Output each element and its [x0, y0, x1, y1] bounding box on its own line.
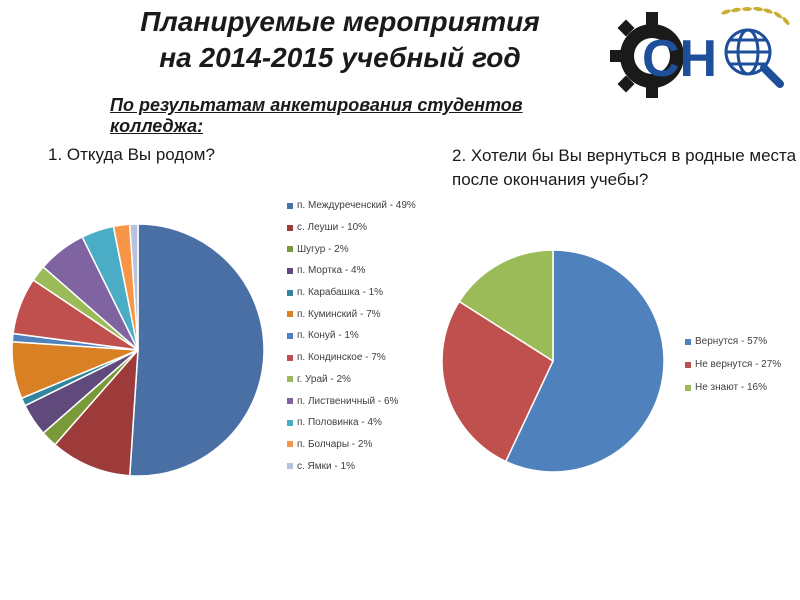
- globe-icon: [724, 28, 772, 76]
- origin-legend-item-8: п. Кондинское - 7%: [287, 347, 416, 369]
- origin-legend-item-3: Шугур - 2%: [287, 238, 416, 260]
- origin-legend-swatch-11: [287, 419, 293, 426]
- origin-legend-item-10: п. Лиственичный - 6%: [287, 390, 416, 412]
- origin-legend-item-6: п. Куминский - 7%: [287, 303, 416, 325]
- return-slice-1: [504, 249, 665, 473]
- origin-legend-label-13: с. Ямки - 1%: [297, 460, 355, 472]
- return-slice-3: [458, 249, 554, 363]
- origin-legend-label-5: п. Карабашка - 1%: [297, 287, 384, 299]
- origin-slice-13: [128, 223, 139, 351]
- origin-legend-label-10: п. Лиственичный - 6%: [297, 395, 399, 407]
- return-legend-label-3: Не знают - 16%: [695, 382, 767, 393]
- origin-legend-label-4: п. Мортка - 4%: [297, 265, 366, 277]
- origin-legend-swatch-10: [287, 398, 293, 405]
- origin-legend-item-7: п. Конуй - 1%: [287, 325, 416, 347]
- origin-slice-1: [128, 223, 265, 477]
- origin-legend-label-11: п. Половинка - 4%: [297, 417, 382, 429]
- return-legend-label-2: Не вернутся - 27%: [695, 359, 782, 370]
- origin-legend-item-13: с. Ямки - 1%: [287, 455, 416, 477]
- return-legend-swatch-1: [685, 338, 691, 345]
- return-legend-swatch-2: [685, 361, 691, 368]
- chart-1-title: 1. Откуда Вы родом?: [48, 145, 215, 164]
- origin-legend-item-4: п. Мортка - 4%: [287, 260, 416, 282]
- return-legend-item-2: Не вернутся - 27%: [685, 353, 781, 376]
- origin-legend-item-12: п. Болчары - 2%: [287, 434, 416, 456]
- gear-icon: [610, 12, 684, 98]
- origin-legend-label-2: с. Леуши - 10%: [297, 222, 368, 234]
- origin-legend-label-9: г. Урай - 2%: [297, 373, 351, 385]
- origin-slice-2: [53, 347, 139, 477]
- origin-legend-swatch-4: [287, 267, 293, 274]
- origin-legend-item-1: п. Междуреченский - 49%: [287, 195, 416, 217]
- slide-title-line-1: Планируемые мероприятия: [140, 6, 540, 37]
- origin-legend-swatch-7: [287, 332, 293, 339]
- origin-legend-item-5: п. Карабашка - 1%: [287, 282, 416, 304]
- origin-legend-swatch-1: [287, 202, 293, 209]
- origin-legend-swatch-12: [287, 441, 293, 448]
- return-slice-2: [441, 300, 554, 463]
- origin-legend-label-6: п. Куминский - 7%: [297, 308, 381, 320]
- origin-legend-label-7: п. Конуй - 1%: [297, 330, 359, 342]
- origin-legend-item-11: п. Половинка - 4%: [287, 412, 416, 434]
- origin-legend-swatch-3: [287, 246, 293, 253]
- return-legend-item-1: Вернутся - 57%: [685, 330, 781, 353]
- origin-legend-swatch-5: [287, 289, 293, 296]
- origin-legend-swatch-9: [287, 376, 293, 383]
- origin-legend-label-12: п. Болчары - 2%: [297, 438, 373, 450]
- origin-legend-swatch-6: [287, 311, 293, 318]
- origin-legend-swatch-2: [287, 224, 293, 231]
- origin-legend-label-1: п. Междуреченский - 49%: [297, 200, 416, 212]
- origin-legend-swatch-8: [287, 354, 293, 361]
- survey-subtitle: По результатам анкетирования студентов к…: [110, 95, 523, 136]
- magnifier-icon: [760, 64, 784, 88]
- return-pie-legend: Вернутся - 57% Не вернутся - 27% Не знают …: [685, 330, 781, 399]
- chart-2-title: 2. Хотели бы Вы вернуться в родные места…: [452, 146, 797, 189]
- origin-pie-legend: п. Междуреченский - 49% с. Леуши - 10% Шуг…: [287, 195, 416, 477]
- slide-title-line-2: на 2014-2015 учебный год: [159, 42, 521, 73]
- origin-legend-swatch-13: [287, 463, 293, 470]
- origin-legend-label-3: Шугур - 2%: [297, 243, 349, 255]
- return-pie-chart: [441, 249, 665, 473]
- origin-pie-chart: [11, 223, 265, 477]
- origin-legend-item-9: г. Урай - 2%: [287, 369, 416, 391]
- laurel-icon: [721, 6, 790, 26]
- slide-title: Планируемые мероприятия на 2014-2015 уче…: [80, 4, 600, 76]
- return-legend-item-3: Не знают - 16%: [685, 376, 781, 399]
- origin-legend-label-8: п. Кондинское - 7%: [297, 352, 386, 364]
- return-legend-label-1: Вернутся - 57%: [695, 336, 768, 347]
- origin-legend-item-2: с. Леуши - 10%: [287, 217, 416, 239]
- logo-text: СН: [642, 30, 717, 88]
- return-legend-swatch-3: [685, 384, 691, 391]
- csn-logo: СН: [610, 6, 790, 98]
